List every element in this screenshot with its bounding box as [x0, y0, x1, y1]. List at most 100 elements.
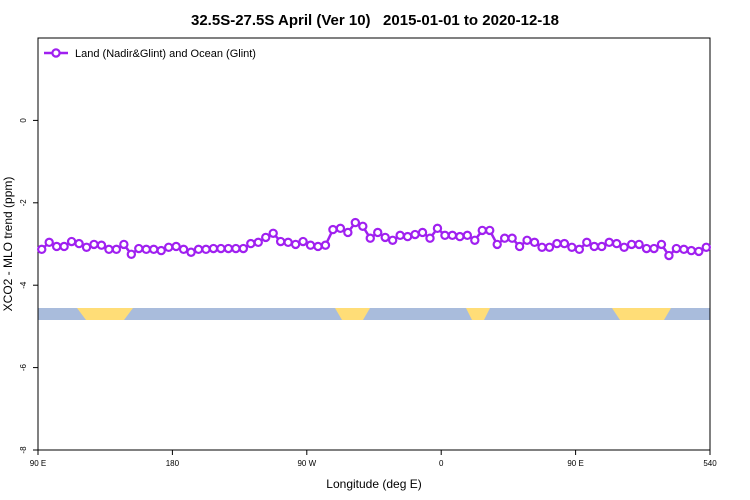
- data-point: [171, 241, 181, 252]
- data-point: [455, 231, 465, 242]
- y-tick-label: 0: [19, 118, 28, 123]
- legend-label: Land (Nadir&Glint) and Ocean (Glint): [75, 48, 256, 60]
- data-point: [507, 233, 517, 243]
- data-point: [126, 249, 137, 259]
- x-tick-label: 180: [166, 459, 180, 468]
- data-point: [261, 232, 271, 243]
- legend-marker: [51, 48, 61, 58]
- y-tick-label: -6: [19, 363, 28, 371]
- chart-title: 32.5S-27.5S April (Ver 10) 2015-01-01 to…: [191, 12, 559, 29]
- data-point: [343, 227, 353, 238]
- data-point: [447, 230, 458, 241]
- data-point: [671, 243, 682, 254]
- data-point: [574, 244, 585, 255]
- data-point: [313, 241, 323, 252]
- data-point: [470, 235, 480, 245]
- data-point: [514, 241, 525, 252]
- data-point: [492, 239, 502, 250]
- data-point: [365, 233, 375, 243]
- land-ocean-strip: [38, 308, 710, 320]
- data-point: [59, 241, 69, 252]
- y-tick-label: -4: [19, 281, 28, 289]
- data-point: [216, 243, 226, 254]
- data-point: [104, 244, 114, 255]
- data-point: [694, 246, 704, 257]
- data-point: [701, 242, 711, 252]
- data-point: [268, 228, 278, 238]
- data-point: [89, 239, 99, 250]
- data-point: [634, 239, 644, 250]
- data-point: [44, 237, 54, 248]
- data-point: [186, 247, 196, 257]
- data-point: [499, 233, 510, 243]
- data-point: [567, 242, 577, 252]
- data-point: [193, 244, 204, 255]
- data-point: [66, 236, 77, 247]
- data-point: [335, 223, 346, 234]
- data-point: [611, 238, 622, 249]
- data-point: [223, 243, 234, 254]
- data-point: [582, 237, 592, 248]
- data-point: [686, 245, 697, 256]
- x-axis-label: Longitude (deg E): [326, 477, 421, 491]
- x-tick-label: 90 W: [297, 459, 316, 468]
- data-point: [425, 233, 435, 243]
- data-point: [485, 225, 495, 236]
- data-point: [96, 240, 107, 250]
- data-point: [626, 239, 637, 250]
- data-point: [597, 241, 607, 252]
- data-point: [589, 241, 599, 252]
- data-point: [358, 221, 368, 231]
- data-point: [619, 242, 629, 252]
- data-point: [395, 230, 405, 241]
- data-point: [283, 237, 293, 248]
- data-point: [246, 238, 256, 249]
- data-point: [178, 244, 189, 255]
- data-point: [305, 240, 316, 250]
- x-tick-label: 0: [439, 459, 444, 468]
- data-point: [149, 244, 159, 255]
- data-point: [402, 231, 413, 242]
- data-point: [275, 236, 286, 247]
- data-point: [238, 243, 249, 254]
- data-point: [37, 244, 47, 255]
- data-point: [432, 223, 443, 234]
- data-point: [656, 239, 667, 250]
- data-point: [208, 243, 219, 254]
- data-point: [201, 244, 211, 255]
- data-point: [74, 238, 84, 249]
- data-point: [156, 245, 166, 256]
- data-point: [380, 232, 390, 243]
- data-point: [462, 230, 473, 241]
- data-point: [477, 225, 487, 236]
- data-point: [328, 224, 338, 235]
- x-tick-label: 540: [703, 459, 717, 468]
- data-point: [410, 229, 420, 240]
- data-point: [290, 239, 301, 250]
- data-point: [111, 244, 122, 255]
- data-point: [51, 241, 62, 252]
- data-point: [537, 242, 547, 252]
- data-point: [350, 217, 361, 228]
- data-point: [649, 243, 659, 254]
- data-point: [119, 239, 129, 250]
- data-point: [387, 235, 398, 245]
- data-point: [552, 238, 562, 249]
- data-point: [440, 230, 450, 241]
- data-point: [604, 237, 614, 248]
- data-point: [298, 236, 308, 247]
- data-point: [81, 242, 92, 252]
- data-point: [253, 237, 263, 248]
- y-tick-label: -2: [19, 199, 28, 207]
- data-point: [417, 227, 428, 238]
- data-point: [231, 243, 241, 254]
- data-point: [373, 227, 383, 238]
- x-tick-label: 90 E: [567, 459, 583, 468]
- y-tick-label: -8: [19, 446, 28, 454]
- data-point: [522, 235, 532, 245]
- data-point: [320, 240, 331, 250]
- data-point: [679, 244, 689, 255]
- plot-frame: [37, 37, 711, 451]
- data-point: [141, 244, 151, 255]
